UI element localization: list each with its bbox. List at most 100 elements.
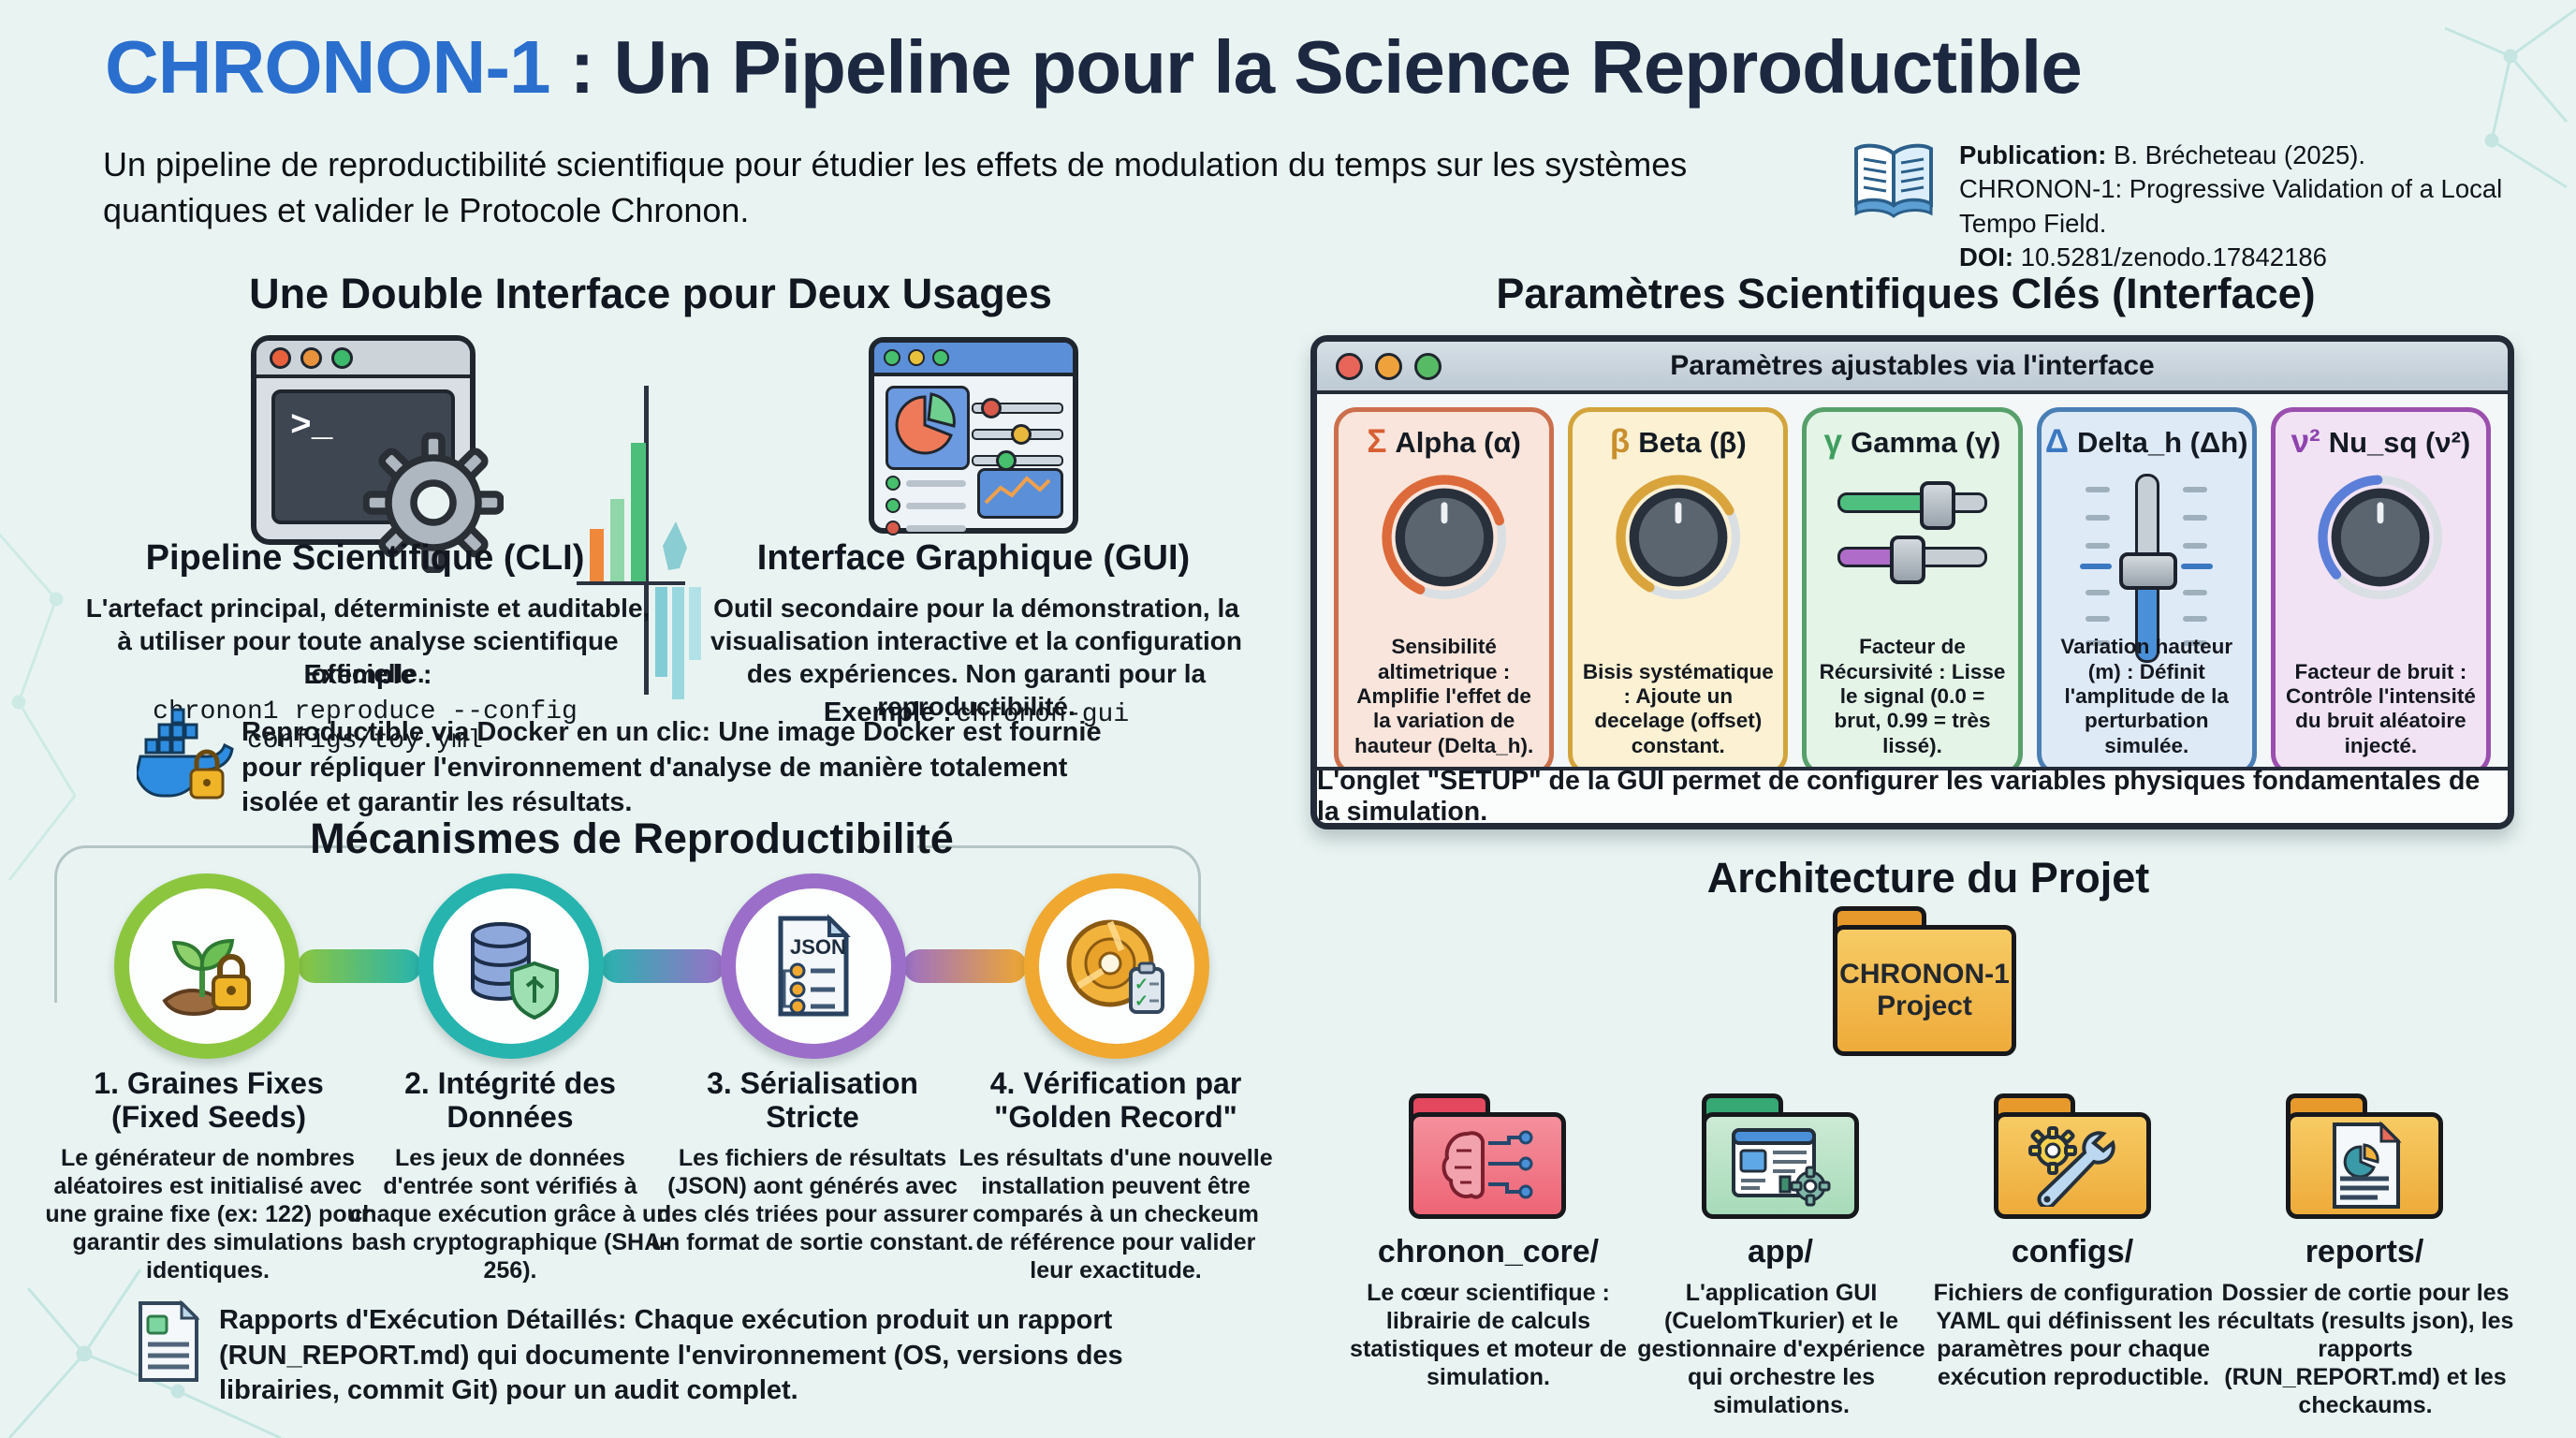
folder-app <box>1702 1093 1859 1219</box>
report-doc-icon <box>2333 1121 2402 1209</box>
gui-window-gear-icon <box>1732 1128 1831 1207</box>
gui-example-label: Exemple : <box>823 697 952 727</box>
mechanisms-frame-right <box>917 845 1201 953</box>
params-window-titlebar: Paramètres ajustables via l'interface <box>1317 342 2508 394</box>
folder-desc: L'application GUI (CuelomTkurier) et le … <box>1637 1280 1925 1418</box>
bar-chart-icon <box>577 443 701 699</box>
folder-name: chronon_core/ <box>1377 1234 1600 1269</box>
gui-title: Interface Graphique (GUI) <box>756 538 1191 578</box>
mechanism-desc: Les fichiers de résultats (JSON) aont gé… <box>651 1145 974 1255</box>
cli-example-label: Exemple : <box>303 660 432 690</box>
param-desc: Facteur de Récursivité : Lisse le signal… <box>1819 635 2006 757</box>
publication-block: Publication: B. Brécheteau (2025). CHRON… <box>1849 139 2523 274</box>
nu-squared-symbol: ν² <box>2291 423 2320 460</box>
mechanism-desc: Le générateur de nombres aléatoires est … <box>45 1145 371 1284</box>
publication-label: Publication: <box>1959 140 2107 169</box>
param-desc: Sensibilité altimetrique : Amplifie l'ef… <box>1354 635 1534 757</box>
docker-whale-icon <box>137 708 234 800</box>
mechanism-circle-golden-record: ✓ ✓ <box>1024 873 1209 1059</box>
cli-title: Pipeline Scientifique (CLI) <box>145 538 585 578</box>
terminal-titlebar <box>256 341 470 378</box>
sigma-symbol: Σ <box>1367 423 1387 460</box>
mechanism-circle-serialization: JSON <box>721 873 906 1059</box>
beta-symbol: β <box>1609 423 1631 460</box>
slider-control[interactable] <box>1837 536 1987 584</box>
param-card-alpha: Σ Alpha (α) Sensibilité altimetrique : Am… <box>1334 407 1555 776</box>
folder-desc: Fichiers de configuration YAML qui défin… <box>1933 1280 2214 1390</box>
line-chart-icon <box>977 468 1063 519</box>
book-icon <box>1854 143 1933 218</box>
doi-value: 10.5281/zenodo.17842186 <box>2013 242 2327 271</box>
json-file-icon: JSON <box>778 914 851 1017</box>
gui-list-icon <box>886 476 966 543</box>
svg-text:✓: ✓ <box>1134 975 1149 993</box>
mechanism-desc: Les résultats d'une nouvelle installatio… <box>959 1145 1273 1284</box>
reports-note: Rapports d'Exécution Détaillés: Chaque e… <box>219 1305 1123 1406</box>
close-icon <box>1336 352 1363 380</box>
mechanism-title: 1. Graines Fixes (Fixed Seeds) <box>94 1066 324 1134</box>
mechanism-desc: Les jeux de données d'entrée sont vérifi… <box>349 1145 671 1284</box>
page-subtitle: Un pipeline de reproductibilité scientif… <box>103 145 1688 229</box>
mechanism-title: 2. Intégrité des Données <box>404 1066 616 1134</box>
gui-window-icon <box>869 337 1078 536</box>
window-dot-icon <box>932 349 949 366</box>
section-heading-dual-interface: Une Double Interface pour Deux Usages <box>249 270 1052 317</box>
mechanism-connector <box>601 949 724 983</box>
params-window-footer: L'onglet "SETUP" de la GUI permet de con… <box>1317 766 2508 827</box>
section-heading-architecture: Architecture du Projet <box>1706 854 2150 902</box>
param-desc: Bisis systématique : Ajoute un decelage … <box>1582 659 1774 757</box>
gui-example-code: chronon-gui <box>956 700 1130 729</box>
minimize-icon <box>1375 352 1402 380</box>
folder-chronon-core <box>1409 1093 1566 1219</box>
window-dot-icon <box>908 349 925 366</box>
padlock-icon <box>189 749 225 800</box>
window-dot-icon <box>300 346 322 369</box>
pie-chart-icon <box>886 386 970 470</box>
vertical-divider <box>644 386 649 695</box>
param-card-nu-sq: ν² Nu_sq (ν²) Facteur de bruit : Contrôle… <box>2270 407 2492 776</box>
param-name: Nu_sq (ν²) <box>2328 426 2471 459</box>
cli-example-code: chronon1 reproduce --config configs/toy.… <box>153 697 578 756</box>
network-decoration-bottom-left <box>7 1269 282 1438</box>
window-dot-icon <box>331 346 353 369</box>
page-title: CHRONON-1 : Un Pipeline pour la Science … <box>105 24 2083 110</box>
mechanism-title: 3. Sérialisation Stricte <box>707 1066 918 1134</box>
gear-icon <box>363 433 504 573</box>
slider-control[interactable] <box>1837 481 1987 530</box>
folder-desc: Dossier de cortie pour les récultats (re… <box>2217 1280 2514 1418</box>
database-shield-icon <box>471 922 559 1020</box>
mechanism-circle-fixed-seeds <box>114 873 300 1059</box>
publication-text: Publication: B. Brécheteau (2025). CHRON… <box>1959 140 2503 271</box>
docker-note: Reproductible via Docker en un clic: Une… <box>242 717 1102 818</box>
gui-sliders-icon <box>972 388 1063 481</box>
gear-wrench-icon <box>2028 1126 2115 1207</box>
knob-control[interactable] <box>2311 468 2450 607</box>
folder-name: configs/ <box>2011 1234 2134 1269</box>
mechanisms-frame-left <box>54 845 366 1003</box>
seedling-lock-icon <box>162 938 251 1017</box>
gui-example: Exemple : chronon-gui <box>691 697 1262 729</box>
param-desc: Facteur de bruit : Contrôle l'intensité … <box>2285 659 2476 757</box>
param-name: Delta_h (Δh) <box>2077 426 2248 459</box>
param-card-beta: β Beta (β) Bisis systématique : Ajoute un… <box>1568 407 1789 776</box>
window-dot-icon <box>884 349 900 366</box>
mechanism-connector <box>298 949 421 983</box>
delta-symbol: Δ <box>2044 423 2070 460</box>
section-heading-params: Paramètres Scientifiques Clés (Interface… <box>1496 270 2316 317</box>
gui-window-titlebar <box>874 343 1073 376</box>
mechanism-title: 4. Vérification par "Golden Record" <box>989 1066 1242 1134</box>
vertical-slider-control[interactable] <box>2076 474 2217 663</box>
root-folder-icon: CHRONON-1 Project <box>1833 906 2016 1056</box>
param-name: Beta (β) <box>1638 426 1747 459</box>
network-decoration-left <box>0 533 77 880</box>
knob-control[interactable] <box>1609 468 1748 607</box>
traffic-lights <box>1336 352 1442 380</box>
page-title-rest: : Un Pipeline pour la Science Reproducti… <box>549 25 2083 109</box>
folder-reports <box>2286 1093 2443 1219</box>
golden-disc-checklist-icon: ✓ ✓ <box>1066 919 1164 1014</box>
maximize-icon <box>1414 352 1442 380</box>
knob-control[interactable] <box>1375 468 1514 607</box>
mechanism-connector <box>903 949 1027 983</box>
param-name: Alpha (α) <box>1395 426 1521 459</box>
